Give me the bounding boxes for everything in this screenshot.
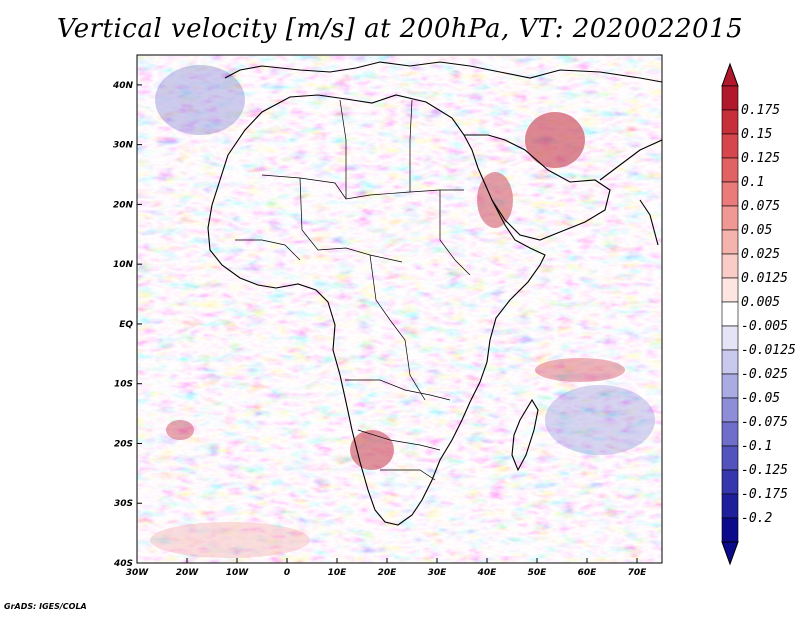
- lon-tick-label: 30E: [428, 568, 448, 578]
- colorbar-label: 0.15: [741, 127, 772, 142]
- lon-tick-label: 60E: [578, 568, 598, 578]
- colorbar-swatch: [721, 133, 739, 159]
- lon-tick-label: 50E: [528, 568, 548, 578]
- colorbar-label: 0.0125: [741, 271, 788, 286]
- country-borders: [235, 99, 471, 481]
- colorbar-swatch: [721, 109, 739, 135]
- colorbar-label: 0.175: [741, 103, 780, 118]
- colorbar-label: -0.005: [741, 319, 788, 334]
- colorbar-swatch: [721, 301, 739, 327]
- coastlines: [207, 61, 662, 526]
- colorbar-label: 0.075: [741, 199, 780, 214]
- colorbar-swatch: [721, 445, 739, 471]
- colorbar-label: -0.025: [741, 367, 788, 382]
- colorbar-max-arrow: [721, 62, 739, 87]
- lon-tick-label: 10E: [328, 568, 348, 578]
- lat-tick-label: 10N: [113, 260, 134, 270]
- velocity-field: [137, 55, 662, 563]
- colorbar-label: 0.05: [741, 223, 772, 238]
- colorbar-swatch: [721, 253, 739, 279]
- map-frame: [136, 54, 663, 564]
- lon-tick-label: 0: [284, 568, 290, 578]
- map-title: Vertical velocity [m/s] at 200hPa, VT: 2…: [56, 14, 744, 44]
- colorbar-label: -0.0125: [741, 343, 796, 358]
- colorbar-swatch: [721, 397, 739, 423]
- colorbar-label: -0.2: [741, 511, 772, 526]
- colorbar-swatch: [721, 85, 739, 111]
- lon-tick-label: 20W: [176, 568, 200, 578]
- colorbar-swatch: [721, 373, 739, 399]
- colorbar-label: -0.175: [741, 487, 788, 502]
- lat-tick-label: 20N: [113, 200, 134, 210]
- lon-tick-label: 30W: [126, 568, 150, 578]
- colorbar-label: -0.1: [741, 439, 772, 454]
- lat-tick-label: 20S: [114, 439, 133, 449]
- lat-tick-label: 30N: [113, 141, 134, 151]
- colorbar-swatch: [721, 205, 739, 231]
- colorbar-swatch: [721, 325, 739, 351]
- colorbar: 0.175 0.15 0.125 0.1 0.075 0.05 0.025 0.0125 0.0…: [721, 62, 796, 566]
- colorbar-swatch: [721, 469, 739, 495]
- lon-tick-label: 20E: [378, 568, 398, 578]
- colorbar-swatch: [721, 493, 739, 519]
- colorbar-swatch: [721, 181, 739, 207]
- lat-tick-label: 10S: [114, 380, 133, 390]
- longitude-axis: 30W 20W 10W 0 10E 20E 30E 40E 50E 60E 70E: [126, 558, 647, 578]
- colorbar-label: -0.05: [741, 391, 780, 406]
- colorbar-label: -0.075: [741, 415, 788, 430]
- colorbar-label: 0.025: [741, 247, 780, 262]
- colorbar-label: 0.005: [741, 295, 780, 310]
- lat-tick-label: 30S: [114, 499, 133, 509]
- colorbar-label: 0.1: [741, 175, 764, 190]
- grads-credit: GrADS: IGES/COLA: [4, 602, 87, 611]
- colorbar-swatch: [721, 421, 739, 447]
- lon-tick-label: 10W: [226, 568, 250, 578]
- lat-tick-label: 40N: [112, 81, 134, 91]
- lon-tick-label: 70E: [628, 568, 648, 578]
- latitude-axis: 40N 30N 20N 10N EQ 10S 20S 30S 40S: [112, 81, 142, 569]
- lat-tick-label: 40S: [113, 559, 133, 569]
- colorbar-swatch: [721, 277, 739, 303]
- colorbar-swatch: [721, 157, 739, 183]
- colorbar-swatch: [721, 349, 739, 375]
- lat-tick-label: EQ: [119, 320, 133, 330]
- colorbar-swatch: [721, 229, 739, 255]
- colorbar-min-arrow: [721, 541, 739, 566]
- colorbar-label: 0.125: [741, 151, 780, 166]
- lon-tick-label: 40E: [477, 568, 498, 578]
- colorbar-swatch: [721, 517, 739, 543]
- colorbar-label: -0.125: [741, 463, 788, 478]
